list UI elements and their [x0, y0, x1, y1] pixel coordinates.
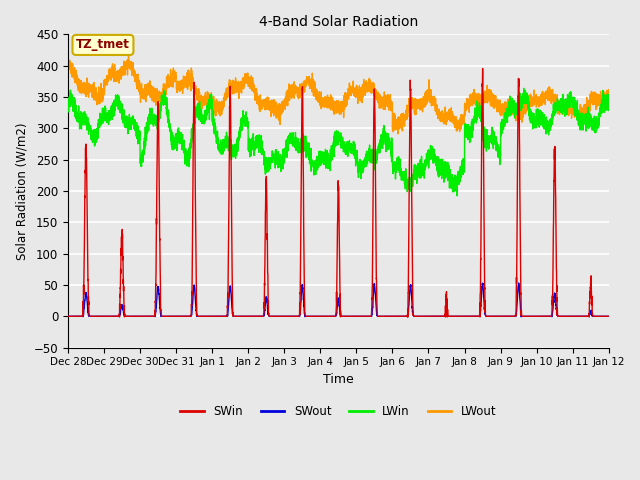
Legend: SWin, SWout, LWin, LWout: SWin, SWout, LWin, LWout: [176, 400, 501, 423]
Title: 4-Band Solar Radiation: 4-Band Solar Radiation: [259, 15, 418, 29]
LWout: [125, 49, 132, 55]
SWout: [161, 313, 169, 319]
LWin: [64, 94, 72, 100]
Y-axis label: Solar Radiation (W/m2): Solar Radiation (W/m2): [15, 122, 28, 260]
LWout: [394, 131, 402, 137]
SWin: [318, 313, 326, 319]
SWin: [64, 313, 72, 319]
LWout: [490, 93, 498, 99]
LWin: [605, 108, 612, 113]
LWin: [520, 85, 527, 91]
LWin: [318, 156, 326, 162]
SWin: [490, 313, 498, 319]
SWin: [116, 314, 124, 320]
SWin: [429, 313, 437, 319]
LWout: [318, 95, 326, 101]
SWout: [460, 313, 467, 319]
LWin: [490, 129, 498, 135]
SWout: [515, 280, 522, 286]
LWout: [430, 101, 438, 107]
Text: TZ_tmet: TZ_tmet: [76, 38, 130, 51]
LWout: [460, 113, 467, 119]
LWin: [460, 170, 467, 176]
SWout: [318, 313, 326, 319]
SWout: [605, 313, 612, 319]
SWout: [64, 313, 72, 319]
Line: LWin: LWin: [68, 88, 609, 196]
LWin: [453, 193, 461, 199]
Line: LWout: LWout: [68, 52, 609, 134]
LWout: [64, 57, 72, 63]
LWin: [161, 89, 169, 95]
LWout: [161, 81, 169, 87]
SWin: [605, 313, 612, 319]
LWin: [429, 157, 437, 163]
SWin: [479, 66, 486, 72]
LWin: [604, 106, 612, 111]
X-axis label: Time: Time: [323, 373, 354, 386]
Line: SWout: SWout: [68, 283, 609, 317]
SWout: [429, 313, 437, 319]
SWout: [79, 314, 87, 320]
LWout: [604, 95, 612, 101]
SWin: [604, 313, 612, 319]
Line: SWin: SWin: [68, 69, 609, 317]
SWout: [490, 313, 498, 319]
SWin: [460, 313, 467, 319]
LWout: [605, 93, 612, 99]
SWin: [161, 313, 169, 319]
SWout: [604, 313, 612, 319]
